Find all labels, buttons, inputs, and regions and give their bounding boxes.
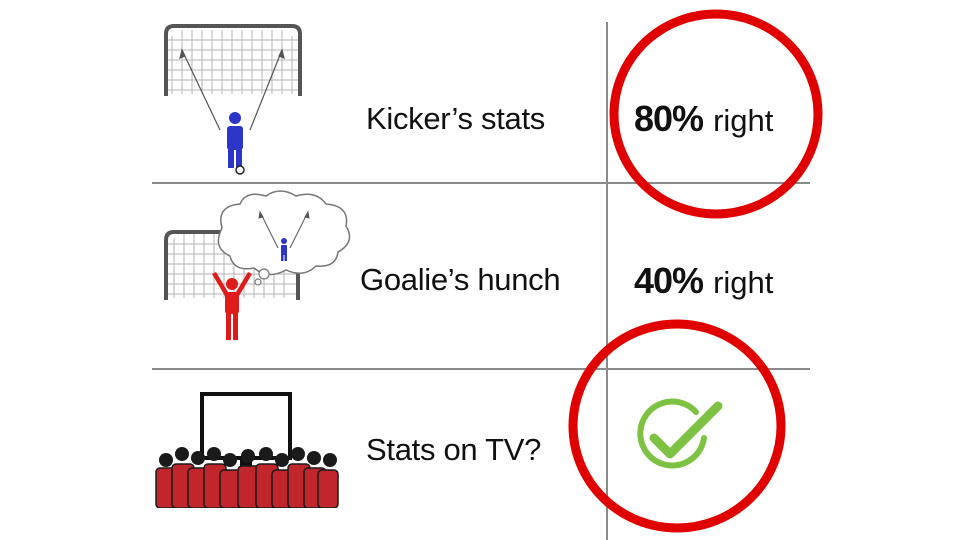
kicker-stat: 80% right [634,98,773,140]
row-divider-1 [152,182,810,184]
stat-word: right [713,103,774,138]
highlight-circle-kicker [609,9,823,219]
row-label-stats-on-tv: Stats on TV? [366,432,542,467]
crowd-tv-icon [155,392,339,508]
highlight-circle-tv [568,319,786,533]
goalie-thought-icon [164,190,351,340]
row-label-goalies-hunch: Goalie’s hunch [360,262,561,297]
goalie-stat: 40% right [634,260,773,302]
row-divider-2 [152,368,810,370]
row-label-kickers-stats: Kicker’s stats [366,101,545,136]
kicker-goal-icon [164,24,302,175]
checkmark-icon [637,398,723,469]
stat-percent: 80% [634,98,704,139]
vertical-divider [606,22,608,540]
stat-percent: 40% [634,260,704,301]
stat-word: right [713,265,774,300]
